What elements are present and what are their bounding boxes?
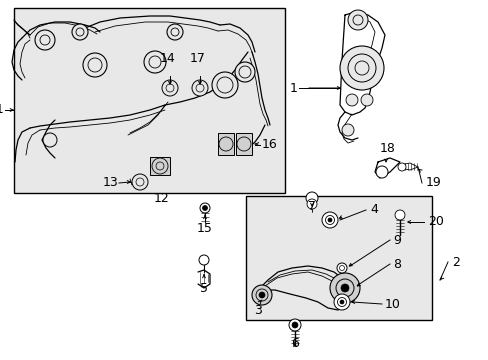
Circle shape (375, 166, 387, 178)
Circle shape (288, 319, 301, 331)
Circle shape (306, 199, 316, 209)
Circle shape (219, 137, 232, 151)
Circle shape (35, 30, 55, 50)
Circle shape (394, 210, 404, 220)
Circle shape (200, 203, 209, 213)
Circle shape (291, 322, 297, 328)
Text: 19: 19 (425, 176, 441, 189)
Circle shape (336, 263, 346, 273)
Text: 6: 6 (290, 337, 298, 350)
Text: 16: 16 (262, 139, 277, 152)
Circle shape (202, 206, 207, 211)
Circle shape (167, 24, 183, 40)
Circle shape (132, 174, 148, 190)
Text: 8: 8 (392, 257, 400, 270)
Circle shape (192, 80, 207, 96)
Text: 2: 2 (451, 256, 459, 269)
Circle shape (43, 133, 57, 147)
Circle shape (347, 10, 367, 30)
Circle shape (329, 273, 359, 303)
Circle shape (305, 192, 317, 204)
Text: 10: 10 (384, 297, 400, 310)
Text: 4: 4 (369, 203, 377, 216)
Text: 15: 15 (197, 222, 212, 235)
Circle shape (327, 218, 331, 222)
Text: 20: 20 (427, 216, 443, 229)
Text: 17: 17 (190, 52, 205, 65)
Text: 14: 14 (160, 52, 176, 65)
Text: 3: 3 (254, 304, 262, 317)
Circle shape (235, 62, 254, 82)
Circle shape (333, 294, 349, 310)
Bar (245, 196, 431, 320)
Text: 9: 9 (392, 234, 400, 247)
Text: 11: 11 (0, 104, 4, 117)
Bar (14, 8, 285, 193)
Text: 1: 1 (289, 81, 297, 94)
Text: 7: 7 (307, 200, 315, 213)
Circle shape (339, 300, 343, 304)
Bar (218, 133, 234, 155)
Circle shape (212, 72, 238, 98)
Circle shape (340, 284, 348, 292)
Circle shape (321, 212, 337, 228)
Text: 18: 18 (379, 142, 395, 155)
Circle shape (251, 285, 271, 305)
Circle shape (162, 80, 178, 96)
Text: 13: 13 (102, 176, 118, 189)
Circle shape (397, 163, 405, 171)
Text: 5: 5 (200, 282, 207, 295)
Circle shape (72, 24, 88, 40)
Circle shape (360, 94, 372, 106)
Circle shape (259, 292, 264, 298)
Circle shape (199, 255, 208, 265)
Circle shape (143, 51, 165, 73)
Circle shape (83, 53, 107, 77)
Circle shape (152, 158, 168, 174)
Circle shape (341, 124, 353, 136)
Bar (150, 157, 170, 175)
Circle shape (237, 137, 250, 151)
Bar (236, 133, 251, 155)
Circle shape (339, 46, 383, 90)
Text: 12: 12 (154, 192, 169, 205)
Circle shape (346, 94, 357, 106)
